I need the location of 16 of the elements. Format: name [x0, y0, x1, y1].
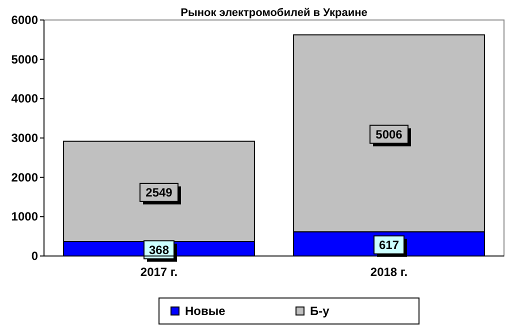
y-tick-label: 0 — [31, 249, 38, 263]
data-label: 2549 — [146, 185, 173, 200]
legend-label: Б-у — [310, 304, 330, 318]
y-tick-label: 2000 — [11, 170, 38, 184]
legend-label: Новые — [185, 304, 226, 318]
y-tick-label: 5000 — [11, 52, 38, 66]
data-label: 617 — [378, 238, 400, 252]
x-tick-label: 2018 г. — [370, 265, 408, 279]
chart-title: Рынок электромобилей в Украине — [180, 7, 368, 19]
x-tick-label: 2017 г. — [140, 265, 178, 279]
data-label: 5006 — [376, 127, 403, 142]
data-label: 368 — [148, 242, 170, 257]
y-tick-label: 1000 — [11, 210, 38, 224]
y-tick-label: 4000 — [11, 92, 38, 106]
y-tick-label: 6000 — [11, 13, 38, 27]
y-tick-label: 3000 — [11, 131, 38, 145]
